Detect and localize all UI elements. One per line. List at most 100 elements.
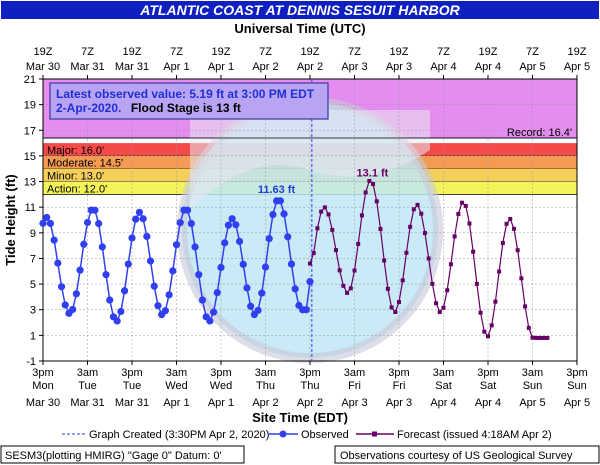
x-tick-date: Mar 31 [115, 397, 149, 409]
x-tick-time: 3am [255, 367, 276, 379]
x-tick-time: 3pm [210, 367, 231, 379]
forecast-point [397, 300, 401, 305]
x-tick-date: Mar 30 [26, 397, 60, 409]
x-tick-date: Mar 31 [70, 397, 104, 409]
observed-point [76, 266, 84, 274]
forecast-point [537, 335, 542, 340]
legend-forecast: Forecast (issued 4:18AM Apr 2) [397, 429, 552, 441]
forecast-point [523, 304, 528, 309]
observed-point [113, 317, 121, 325]
observed-peak-label: 11.63 ft [258, 184, 296, 196]
x-tick-day: Thu [256, 380, 275, 392]
forecast-point [408, 224, 413, 229]
observed-point [302, 306, 310, 314]
flood-category-labels: Record: 16.4' Major: 16.0'Moderate: 14.5'… [43, 127, 577, 195]
observed-point [50, 236, 58, 244]
x-tick-day: Tue [78, 380, 97, 392]
y-tick-label: 3 [30, 305, 36, 317]
x-tick-day: Fri [348, 380, 361, 392]
flood-stage-text: Flood Stage is 13 ft [131, 101, 241, 115]
forecast-point [445, 288, 450, 293]
x-tick-day: Sun [523, 380, 543, 392]
observed-point [224, 221, 233, 229]
top-tick-date: Mar 31 [115, 61, 149, 73]
forecast-point [511, 226, 516, 231]
observed-point [169, 267, 177, 275]
title-bar [1, 1, 599, 19]
top-tick-time: 19Z [479, 46, 498, 58]
legend-forecast-marker [372, 431, 377, 437]
y-tick-label: 1 [30, 330, 36, 342]
forecast-point [422, 231, 427, 236]
y-tick-label: 15 [24, 151, 36, 163]
observed-point [161, 307, 169, 315]
observed-point [184, 206, 192, 214]
top-axis-title: Universal Time (UTC) [234, 21, 365, 36]
top-tick-time: 19Z [390, 46, 409, 58]
forecast-point [367, 178, 372, 183]
observed-point [165, 291, 173, 299]
observed-point [206, 317, 214, 325]
observed-point [247, 302, 255, 310]
observed-point [132, 215, 140, 223]
y-axis-title: Tide Height (ft) [3, 174, 18, 265]
y-tick-label: 11 [25, 202, 36, 214]
observed-point [91, 206, 99, 214]
top-tick-date: Apr 3 [341, 61, 367, 73]
forecast-point [345, 290, 350, 295]
top-tick-date: Apr 2 [297, 61, 323, 73]
observed-point [72, 290, 80, 298]
forecast-point [419, 211, 424, 216]
legend-graph-created: Graph Created (3:30PM Apr 2, 2020) [89, 429, 269, 441]
latest-observation-line2: 2-Apr-2020. Flood Stage is 13 ft [56, 99, 241, 116]
forecast-point [530, 335, 535, 340]
forecast-point [500, 241, 505, 246]
observed-point [128, 234, 136, 242]
footer-right-text: Observations courtesy of US Geological S… [340, 450, 573, 462]
forecast-point [359, 213, 364, 218]
x-tick-date: Apr 4 [430, 397, 456, 409]
forecast-point [456, 211, 461, 216]
x-axis-title: Site Time (EDT) [252, 410, 348, 425]
observed-point [154, 302, 162, 310]
forecast-point [434, 301, 439, 306]
band-label-minor: Minor: 13.0' [47, 171, 104, 183]
observed-point [39, 219, 47, 227]
forecast-point [452, 234, 457, 239]
x-tick-date: Apr 1 [208, 397, 234, 409]
top-tick-time: 19Z [123, 46, 142, 58]
forecast-point [519, 276, 524, 281]
observed-point [254, 306, 262, 314]
x-tick-day: Wed [165, 380, 187, 392]
x-tick-day: Sat [435, 380, 452, 392]
x-tick-day: Mon [32, 380, 53, 392]
x-tick-date: Apr 3 [341, 397, 367, 409]
observed-point [265, 234, 273, 243]
top-tick-date: Apr 3 [386, 61, 412, 73]
forecast-point [541, 335, 546, 340]
x-tick-day: Sat [480, 380, 497, 392]
top-tick-time: 7Z [348, 46, 361, 58]
x-tick-date: Apr 5 [519, 397, 545, 409]
x-tick-day: Wed [210, 380, 232, 392]
observed-point [243, 284, 251, 292]
forecast-point [437, 310, 442, 315]
band-label-record: Record: 16.4' [507, 127, 572, 139]
footer-right-box [334, 445, 600, 464]
forecast-point [526, 325, 531, 330]
observed-point [239, 260, 247, 268]
observed-point [291, 285, 299, 293]
gridlines [42, 78, 578, 362]
y-tick-label: 9 [30, 228, 36, 240]
forecast-point [471, 249, 476, 254]
forecast-point [352, 268, 357, 273]
forecast-point [348, 286, 353, 291]
x-tick-time: 3pm [121, 367, 142, 379]
forecast-point [460, 200, 465, 205]
top-tick-date: Apr 2 [252, 61, 278, 73]
y-tick-label: -1 [26, 356, 36, 368]
top-tick-time: 7Z [81, 46, 94, 58]
forecast-point [356, 241, 361, 246]
forecast-point [426, 256, 431, 261]
